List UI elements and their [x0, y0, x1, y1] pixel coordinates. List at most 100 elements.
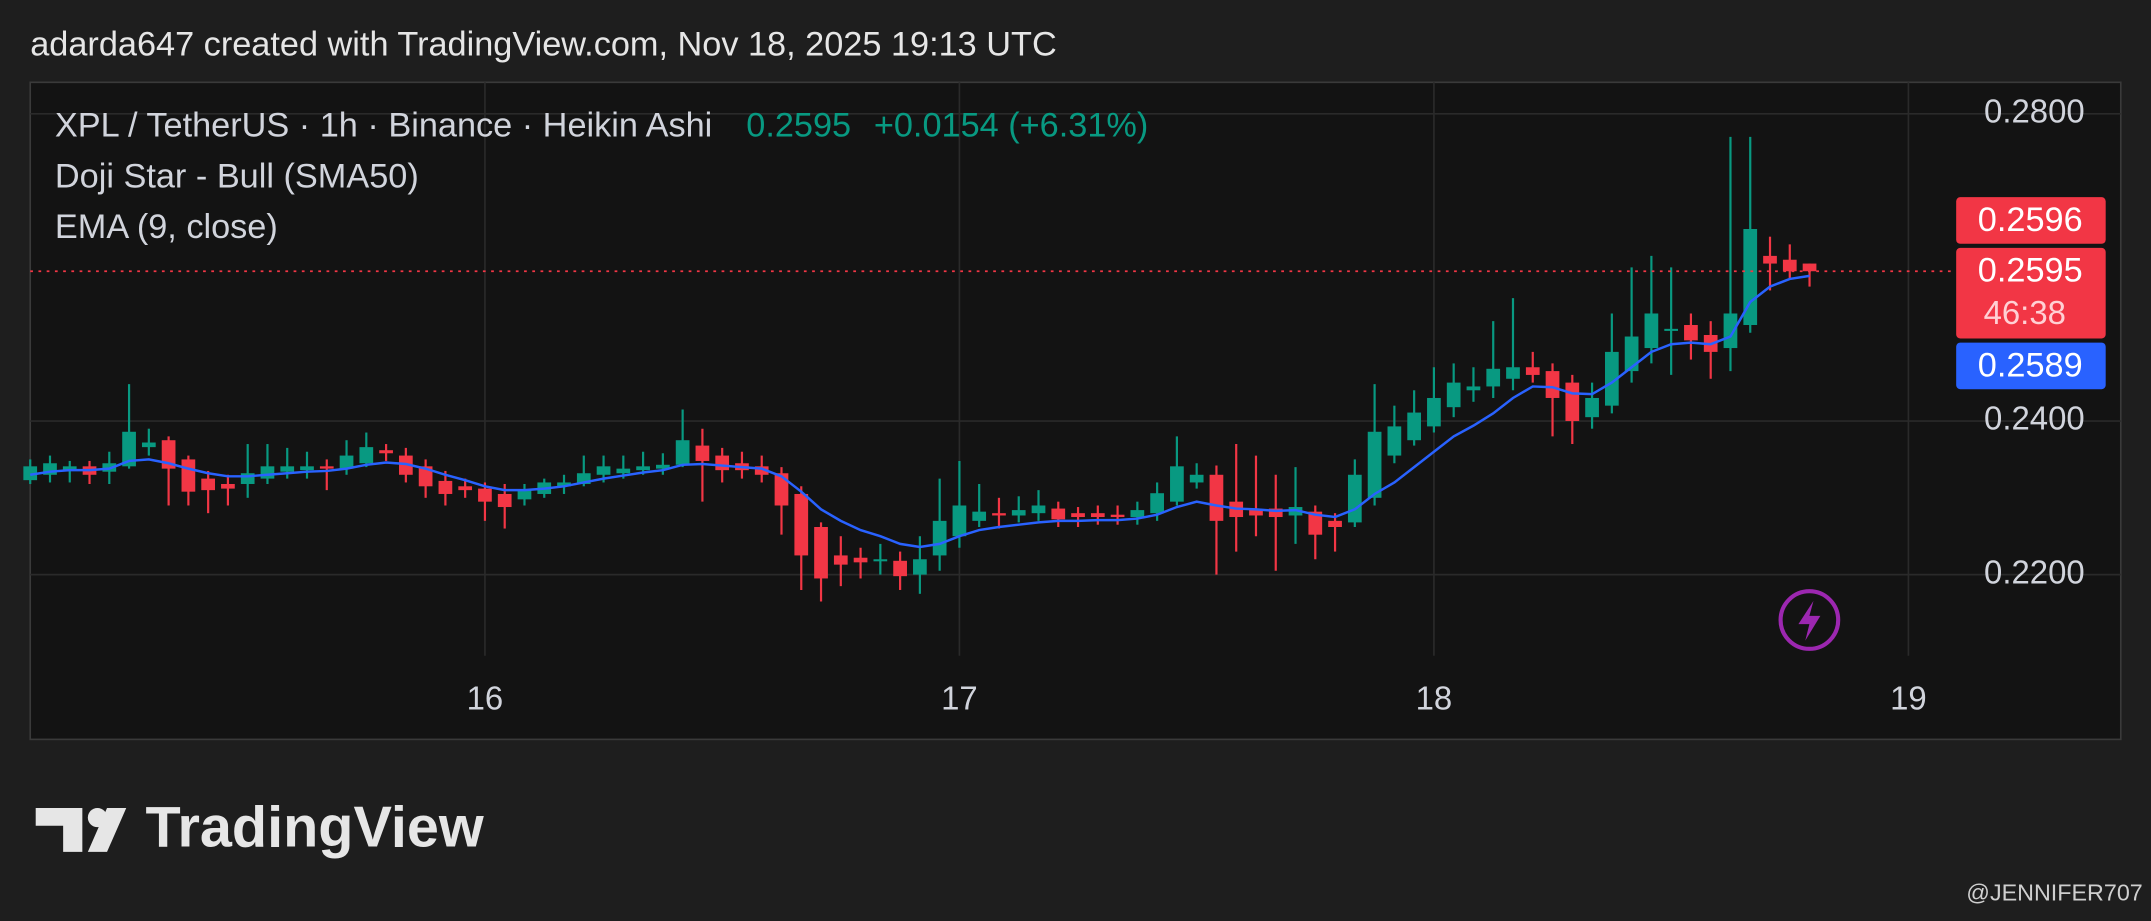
candle-body: [992, 513, 1006, 516]
price-label-box: [1956, 342, 2106, 390]
candle-body: [1684, 325, 1698, 341]
logo: TradingView: [35, 796, 484, 860]
candle-body: [1071, 513, 1085, 518]
candle-body: [1525, 367, 1540, 375]
candle-body: [201, 478, 216, 491]
candle-body: [1090, 513, 1105, 518]
candle-body: [1545, 371, 1560, 398]
candle-body: [478, 488, 492, 502]
price-change: +0.0154 (+6.31%): [874, 107, 1148, 145]
ema-legend: EMA (9, close): [55, 208, 278, 246]
candle-body: [1644, 313, 1659, 349]
candle-body: [141, 442, 156, 448]
candle-body: [576, 473, 591, 484]
candle-body: [1802, 263, 1817, 272]
candle-body: [557, 482, 571, 487]
candle-body: [774, 473, 789, 506]
x-tick-label: 17: [941, 680, 978, 717]
candle-body: [715, 455, 730, 471]
candle-body: [833, 555, 848, 565]
alert-bolt: [1798, 600, 1821, 641]
candle-body: [497, 493, 512, 508]
candle-body: [1486, 368, 1501, 387]
candle-body: [359, 447, 374, 464]
watermark: @JENNIFER707: [1966, 880, 2142, 906]
candle-body: [1110, 514, 1125, 518]
candle-body: [794, 493, 809, 556]
grid: 0.2200 0.2400 0.2800 16 17 18 19: [30, 82, 2121, 717]
candle-body: [1427, 397, 1441, 427]
alert-icon[interactable]: [1778, 589, 1841, 651]
candle-body: [1249, 509, 1263, 516]
candle-body: [1051, 508, 1066, 520]
candle-body: [1387, 426, 1402, 456]
candle-body: [62, 466, 77, 471]
candle-body: [458, 486, 473, 491]
candle-body: [1367, 431, 1382, 498]
price-label: 0.2589: [1978, 346, 2083, 384]
x-tick-label: 19: [1890, 680, 1927, 717]
candle-body: [1565, 382, 1580, 422]
candle-body: [636, 466, 650, 471]
countdown: 46:38: [1984, 294, 2066, 331]
candle-body: [1150, 493, 1164, 514]
y-tick-label: 0.2800: [1984, 92, 2085, 129]
candle-body: [932, 520, 947, 556]
candle-body: [1446, 382, 1461, 408]
y-tick-label: 0.2400: [1984, 400, 2085, 437]
logo-mark-3: [87, 807, 127, 852]
logo-mark-1: [35, 807, 83, 852]
candle-body: [656, 464, 670, 469]
price-label-box: [1956, 197, 2106, 244]
candle-body: [438, 480, 453, 494]
candle-body: [1130, 510, 1145, 518]
candle-body: [873, 559, 888, 562]
candle-body: [972, 511, 987, 521]
price-label: 0.2595: [1978, 252, 2083, 290]
candle-body: [814, 527, 828, 579]
candle-body: [1585, 397, 1599, 418]
candle-body: [1624, 336, 1639, 372]
candle-body: [1723, 313, 1738, 349]
candle-body: [853, 557, 868, 563]
candle-body: [1308, 511, 1323, 535]
alert-circle: [1778, 589, 1841, 651]
candle-body: [221, 483, 235, 489]
indicator-legend: Doji Star - Bull (SMA50): [55, 157, 419, 195]
y-tick-label: 0.2200: [1984, 553, 2085, 590]
candle-body: [280, 466, 295, 472]
candle-body: [339, 455, 354, 469]
overlay: 0.2596 0.2595 46:38 0.2589: [30, 197, 2106, 390]
candle-body: [23, 466, 38, 481]
symbol: XPL / TetherUS · 1h · Binance · Heikin A…: [55, 107, 712, 145]
candle-body: [240, 473, 255, 484]
candle-body: [1782, 259, 1797, 272]
candle-body: [43, 463, 57, 475]
candle-body: [1763, 255, 1777, 264]
ema-line: [30, 274, 1810, 549]
candle-body: [1466, 386, 1481, 391]
plot: [23, 136, 1817, 602]
candle-body: [754, 466, 769, 475]
candle-body: [181, 459, 196, 492]
candle-body: [695, 445, 710, 461]
candle-body: [616, 468, 631, 474]
x-tick-label: 16: [467, 680, 504, 717]
candle-body: [300, 466, 314, 471]
candle-body: [913, 559, 927, 575]
price-label: 0.2596: [1978, 201, 2083, 239]
candle-body: [675, 440, 690, 465]
candle-body: [1031, 505, 1046, 514]
candle-body: [1328, 520, 1342, 528]
logo-text: TradingView: [145, 796, 483, 860]
chart-panel: [29, 81, 2122, 741]
candle-body: [260, 466, 275, 479]
candle-body: [379, 450, 393, 454]
candle-body: [1011, 510, 1026, 516]
candle-body: [952, 505, 967, 537]
candle-body: [1664, 328, 1679, 331]
candle-body: [1268, 508, 1283, 518]
candle-body: [122, 431, 136, 467]
candle-body: [1170, 466, 1184, 502]
